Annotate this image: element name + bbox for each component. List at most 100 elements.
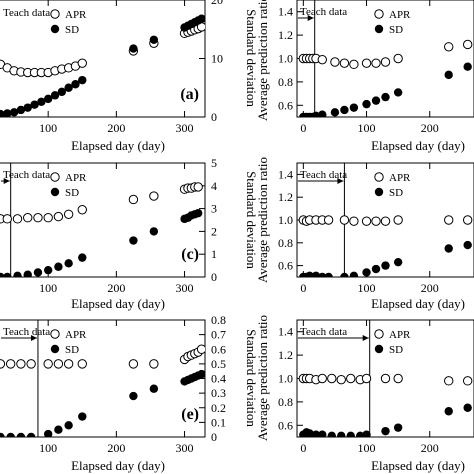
apr-point [53, 211, 64, 222]
apr-point [0, 359, 6, 369]
teach-data-label: Teach data [3, 326, 50, 338]
sd-point [444, 244, 453, 253]
teach-data-label: Teach data [3, 7, 50, 19]
apr-point [361, 216, 372, 226]
sd-point [64, 421, 73, 430]
sd-point [0, 432, 5, 437]
x-tick-label: 0 [300, 441, 306, 455]
legend-marker-filled [50, 344, 60, 354]
sd-point [78, 253, 87, 262]
x-tick-label: 0 [300, 121, 306, 135]
apr-point [323, 215, 334, 225]
x-tick-label: 300 [176, 121, 194, 135]
legend-label: APR [389, 172, 411, 184]
y-tick-label: 20 [211, 0, 223, 7]
x-tick-label: 200 [421, 281, 439, 295]
x-tick-label: 200 [421, 441, 439, 455]
data-points [0, 182, 203, 277]
sd-point [362, 268, 371, 277]
sd-point [71, 80, 80, 89]
sd-point [6, 432, 15, 437]
chart-panel-2: 0 100 200 0.6 0.8 1.0 1.2 1.4 Average prediction… [255, 0, 474, 153]
legend-marker-open [50, 9, 60, 19]
sd-point [356, 431, 365, 437]
sd-point [23, 103, 32, 112]
chart-panel-1: 100 200 300 0 10 20 Standard deviation Elapsed … [0, 0, 259, 153]
sd-point [129, 236, 138, 245]
apr-point [444, 215, 454, 225]
sd-point [57, 87, 67, 97]
apr-point [12, 214, 23, 224]
apr-point [361, 373, 372, 384]
sd-point [362, 430, 371, 437]
y-tick-label: 0.6 [278, 259, 293, 273]
y-tick-label: 0.2 [211, 401, 226, 415]
sd-point [463, 62, 472, 71]
legend-label: SD [65, 344, 79, 356]
sd-point [463, 403, 472, 412]
x-tick-label: 100 [39, 281, 57, 295]
y-tick-label: 0.6 [211, 342, 226, 356]
sd-point [23, 270, 32, 277]
apr-point [339, 58, 350, 68]
sd-point [149, 384, 159, 393]
sd-point [13, 271, 22, 277]
apr-point [33, 213, 43, 223]
sd-point [463, 240, 472, 250]
teach-data-label: Teach data [3, 169, 50, 181]
x-axis-label: Elapsed day (day) [371, 296, 465, 311]
y-tick-label: 4 [211, 179, 217, 193]
x-axis-label: Elapsed day (day) [71, 458, 165, 473]
y-tick-label: 0.5 [211, 357, 226, 371]
sd-point [197, 14, 205, 23]
legend-marker-filled [374, 187, 384, 197]
apr-point [462, 376, 473, 386]
sd-point [197, 369, 205, 379]
sd-point [9, 108, 19, 117]
sd-point [349, 271, 359, 277]
sd-point [305, 271, 314, 277]
y-tick-label: 0.8 [278, 75, 293, 89]
y-axis-label: Average prediction ratio [255, 0, 270, 121]
sd-point [33, 268, 43, 277]
sd-point [43, 429, 53, 437]
y-tick-label: 0.4 [211, 372, 226, 386]
chart-panel-6: 0 100 200 0.6 0.8 1.0 1.2 1.4 Average prediction… [255, 315, 474, 473]
apr-point [128, 194, 139, 205]
sd-point [64, 83, 73, 92]
apr-point [380, 216, 391, 226]
sd-point [381, 261, 390, 270]
sd-point [26, 432, 36, 437]
apr-point [63, 359, 74, 369]
teach-data-label: Teach data [300, 326, 347, 338]
sd-point [393, 88, 403, 97]
sd-point [349, 103, 359, 112]
legend-marker-filled [374, 344, 384, 354]
sd-point [149, 35, 159, 44]
sd-point [16, 105, 26, 115]
y-axis-label: Average prediction ratio [255, 315, 270, 441]
sd-point [78, 412, 87, 421]
y-tick-label: 0.8 [278, 236, 293, 250]
panel-label: (c) [181, 246, 199, 263]
sd-point [327, 431, 336, 437]
apr-point [327, 373, 337, 384]
sd-point [371, 96, 381, 105]
apr-point [339, 215, 350, 225]
y-tick-label: 0.6 [278, 418, 293, 432]
sd-point [381, 92, 390, 102]
sd-point [16, 432, 26, 437]
apr-point [317, 373, 327, 384]
apr-point [53, 359, 64, 369]
apr-point [444, 42, 454, 52]
y-tick-label: 1.2 [278, 190, 293, 204]
x-tick-label: 100 [358, 121, 376, 135]
y-tick-label: 3 [211, 202, 217, 216]
x-tick-label: 100 [39, 441, 57, 455]
teach-data-arrowhead [362, 335, 369, 341]
y-tick-label: 2 [211, 224, 217, 238]
y-tick-label: 0.7 [211, 328, 226, 342]
legend-label: SD [389, 187, 403, 199]
y-tick-label: 1.4 [278, 167, 293, 181]
